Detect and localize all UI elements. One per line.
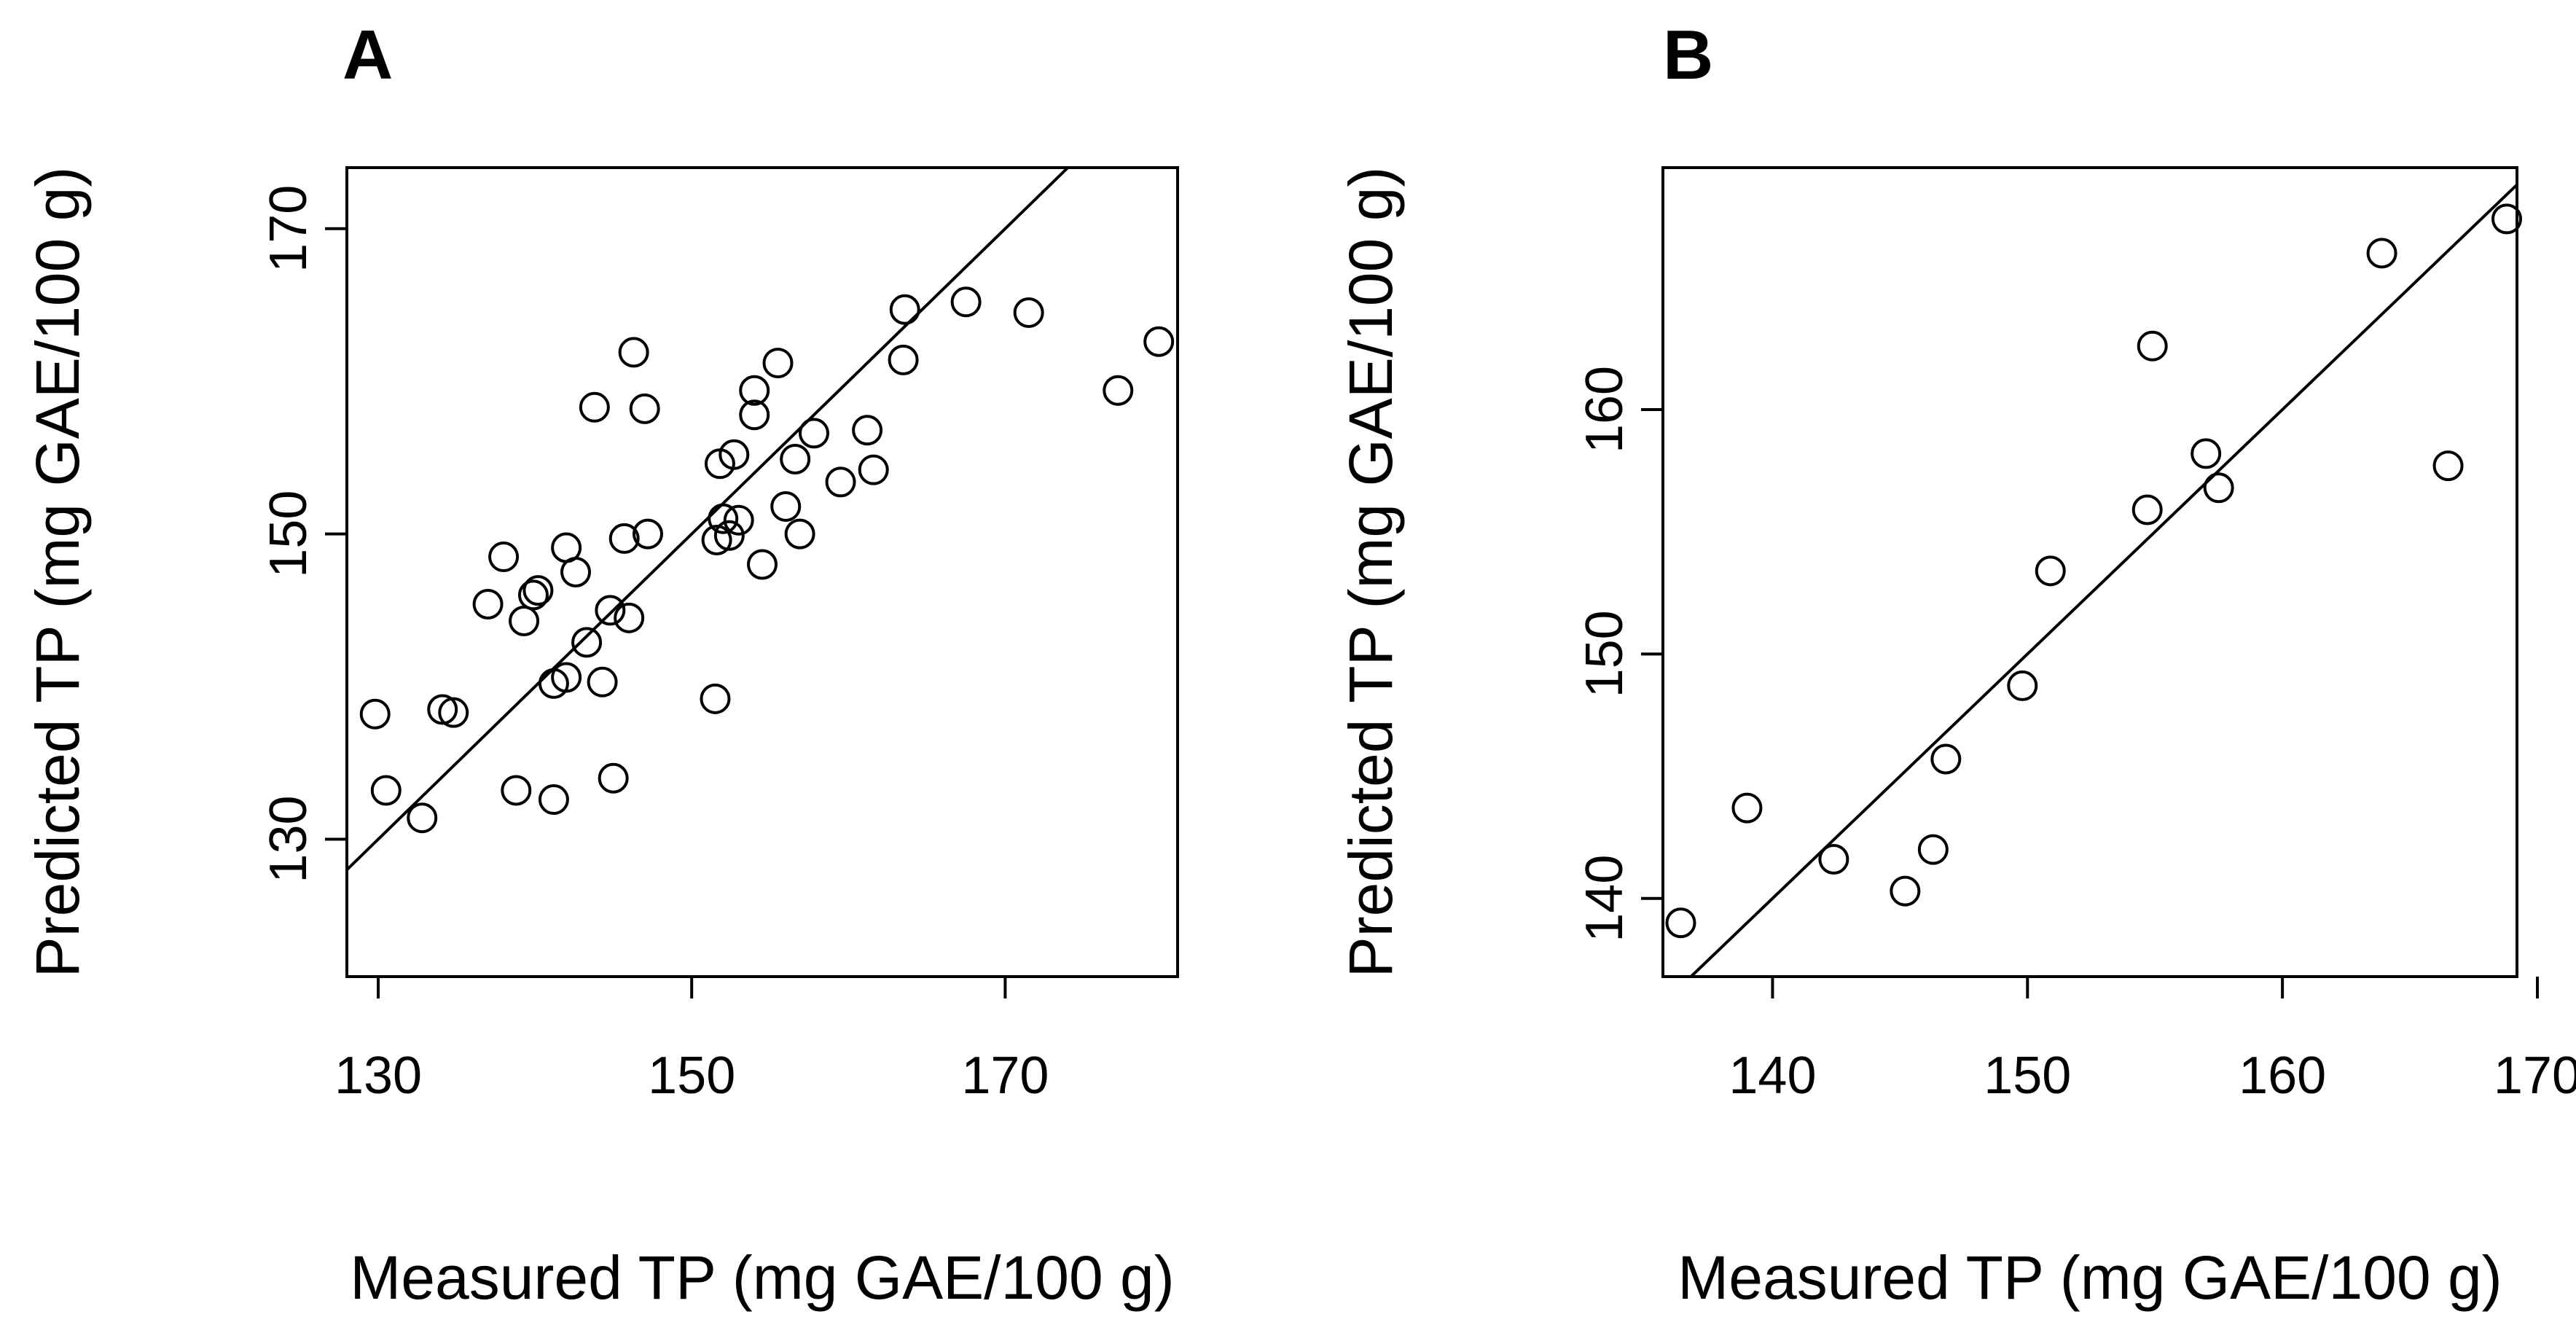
panel-a-points bbox=[359, 286, 1175, 834]
panel-a-data-point bbox=[629, 393, 660, 424]
panel-a-data-point bbox=[438, 697, 469, 728]
panel-b-x-axis-title: Measured TP (mg GAE/100 g) bbox=[1677, 1243, 2502, 1312]
panel-b-x-tick-label: 150 bbox=[1984, 1047, 2071, 1105]
panel-b-data-point bbox=[1665, 907, 1696, 939]
panel-a-y-axis: 130 150 170 bbox=[259, 185, 347, 883]
panel-a-data-point bbox=[723, 504, 754, 536]
panel-a-data-point bbox=[784, 518, 815, 550]
panel-a-data-point bbox=[509, 606, 540, 637]
panel-b-data-point bbox=[2491, 203, 2523, 235]
panel-b-data-point bbox=[1818, 844, 1849, 875]
panel-a-data-point bbox=[595, 595, 626, 626]
panel-a-data-point bbox=[618, 337, 649, 368]
panel-a-x-tick-label: 170 bbox=[961, 1047, 1049, 1105]
panel-b-data-point bbox=[2131, 494, 2163, 525]
panel-a-data-point bbox=[579, 391, 610, 423]
panel-a-data-point bbox=[701, 525, 732, 556]
panel-b-label: B bbox=[1663, 16, 1713, 94]
panel-a-data-point bbox=[700, 683, 731, 714]
panel-a-data-point bbox=[370, 775, 402, 806]
panel-a-data-point bbox=[632, 518, 663, 550]
panel-a-data-point bbox=[614, 602, 645, 633]
panel-a-x-axis: 130 150 170 bbox=[334, 977, 1049, 1105]
panel-b-reference-line bbox=[1690, 184, 2518, 978]
panel-b-data-point bbox=[2191, 438, 2222, 469]
panel-b-data-point bbox=[1890, 875, 1921, 907]
panel-a-data-point bbox=[739, 399, 770, 431]
panel-a-data-point bbox=[407, 802, 438, 834]
panel-a-data-point bbox=[359, 698, 391, 730]
panel-a-y-tick-label: 130 bbox=[259, 795, 318, 883]
panel-b-data-point bbox=[2366, 238, 2397, 269]
panel-a-data-point bbox=[538, 784, 569, 816]
panel-a-plot-frame bbox=[345, 166, 1179, 978]
panel-a-data-point bbox=[713, 520, 745, 551]
panel-b-data-point bbox=[2007, 670, 2038, 701]
panel-a-data-point bbox=[888, 344, 919, 375]
panel-a-data-point bbox=[780, 444, 811, 475]
panel-b-identity-line bbox=[1690, 184, 2518, 978]
panel-a-x-tick-label: 130 bbox=[334, 1047, 422, 1105]
panel-a-data-point bbox=[1013, 297, 1044, 328]
panel-b-data-point bbox=[2137, 330, 2168, 361]
panel-a-data-point bbox=[852, 415, 883, 446]
panel-a-label: A bbox=[342, 16, 393, 94]
panel-a-y-axis-title: Predicted TP (mg GAE/100 g) bbox=[23, 167, 92, 978]
panel-b-data-point bbox=[1731, 792, 1763, 824]
panel-a-data-point bbox=[427, 694, 458, 725]
panel-a-identity-line bbox=[345, 166, 1069, 871]
panel-b-x-axis: 140 150 160 170 bbox=[1729, 977, 2576, 1105]
panel-a-data-point bbox=[950, 286, 982, 318]
panel-a-data-point bbox=[1143, 326, 1175, 357]
panel-a-data-point bbox=[488, 542, 520, 573]
panel-b-data-point bbox=[2035, 555, 2066, 587]
panel-a-data-point bbox=[762, 348, 794, 379]
panel-a-data-point bbox=[517, 579, 549, 611]
panel-a-data-point bbox=[522, 575, 554, 606]
panel-a-data-point bbox=[798, 418, 829, 449]
panel-b-y-tick-label: 140 bbox=[1575, 855, 1634, 942]
panel-a-data-point bbox=[889, 294, 920, 325]
panel-a-data-point bbox=[770, 490, 802, 522]
panel-a-data-point bbox=[571, 627, 603, 658]
panel-a-y-tick-label: 150 bbox=[259, 490, 318, 578]
panel-a-data-point bbox=[501, 775, 532, 806]
panel-a: A 130 150 170 130 150 170 Measured TP (mg GA… bbox=[23, 16, 1179, 1312]
panel-a-data-point bbox=[825, 466, 856, 498]
panel-b-y-tick-label: 160 bbox=[1575, 366, 1634, 453]
panel-a-x-tick-label: 150 bbox=[648, 1047, 735, 1105]
panel-b: B 140 150 160 170 140 150 160 Measured TP (mg… bbox=[1336, 16, 2576, 1312]
panel-a-data-point bbox=[747, 549, 778, 580]
panel-a-y-tick-label: 170 bbox=[259, 185, 318, 273]
panel-b-points bbox=[1665, 203, 2523, 939]
panel-a-data-point bbox=[1103, 375, 1134, 406]
panel-b-x-tick-label: 140 bbox=[1729, 1047, 1816, 1105]
panel-b-data-point bbox=[1917, 834, 1949, 865]
panel-b-x-tick-label: 160 bbox=[2239, 1047, 2326, 1105]
panel-a-data-point bbox=[858, 454, 889, 485]
panel-a-data-point bbox=[608, 523, 640, 554]
panel-b-y-axis-title: Predicted TP (mg GAE/100 g) bbox=[1336, 167, 1405, 978]
panel-a-data-point bbox=[739, 375, 770, 406]
panel-b-plot-frame bbox=[1661, 166, 2518, 978]
panel-a-x-axis-title: Measured TP (mg GAE/100 g) bbox=[350, 1243, 1174, 1312]
panel-b-y-axis: 140 150 160 bbox=[1575, 366, 1663, 942]
panel-b-data-point bbox=[2432, 450, 2464, 482]
panel-b-data-point bbox=[2203, 472, 2234, 504]
panel-a-reference-line bbox=[345, 166, 1069, 871]
panel-b-data-point bbox=[1930, 743, 1962, 775]
panel-b-x-tick-label: 170 bbox=[2494, 1047, 2576, 1105]
panel-a-data-point bbox=[598, 762, 629, 794]
panel-b-y-tick-label: 150 bbox=[1575, 610, 1634, 697]
panel-a-data-point bbox=[472, 588, 504, 619]
panel-a-data-point bbox=[719, 439, 750, 470]
panel-a-data-point bbox=[708, 503, 739, 534]
panel-a-data-point bbox=[551, 662, 582, 693]
panel-a-data-point bbox=[587, 666, 618, 697]
panel-a-data-point bbox=[560, 557, 592, 587]
